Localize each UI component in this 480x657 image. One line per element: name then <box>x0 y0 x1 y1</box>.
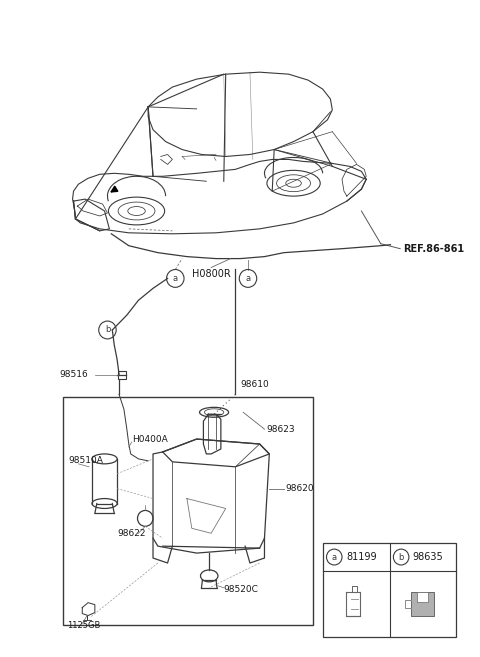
Text: 98610: 98610 <box>240 380 269 389</box>
Bar <box>118 371 126 378</box>
Text: b: b <box>105 325 110 334</box>
Text: 98623: 98623 <box>266 424 295 434</box>
Text: 98620: 98620 <box>286 484 314 493</box>
Text: b: b <box>398 553 404 562</box>
Text: REF.86-861: REF.86-861 <box>403 244 464 254</box>
Bar <box>411 592 434 616</box>
Bar <box>63 397 313 625</box>
Text: 98622: 98622 <box>117 529 145 537</box>
Text: a: a <box>245 274 251 283</box>
Text: 1125GB: 1125GB <box>67 621 100 630</box>
Text: 98516: 98516 <box>59 370 88 379</box>
Text: H0800R: H0800R <box>192 269 230 279</box>
Text: 98520C: 98520C <box>224 585 259 595</box>
Text: 81199: 81199 <box>346 552 376 562</box>
Text: a: a <box>332 553 337 562</box>
Text: H0400A: H0400A <box>132 434 168 443</box>
Text: 98510A: 98510A <box>69 457 104 465</box>
Text: 98635: 98635 <box>413 552 444 562</box>
Bar <box>323 543 456 637</box>
Bar <box>417 592 428 602</box>
Text: a: a <box>173 274 178 283</box>
